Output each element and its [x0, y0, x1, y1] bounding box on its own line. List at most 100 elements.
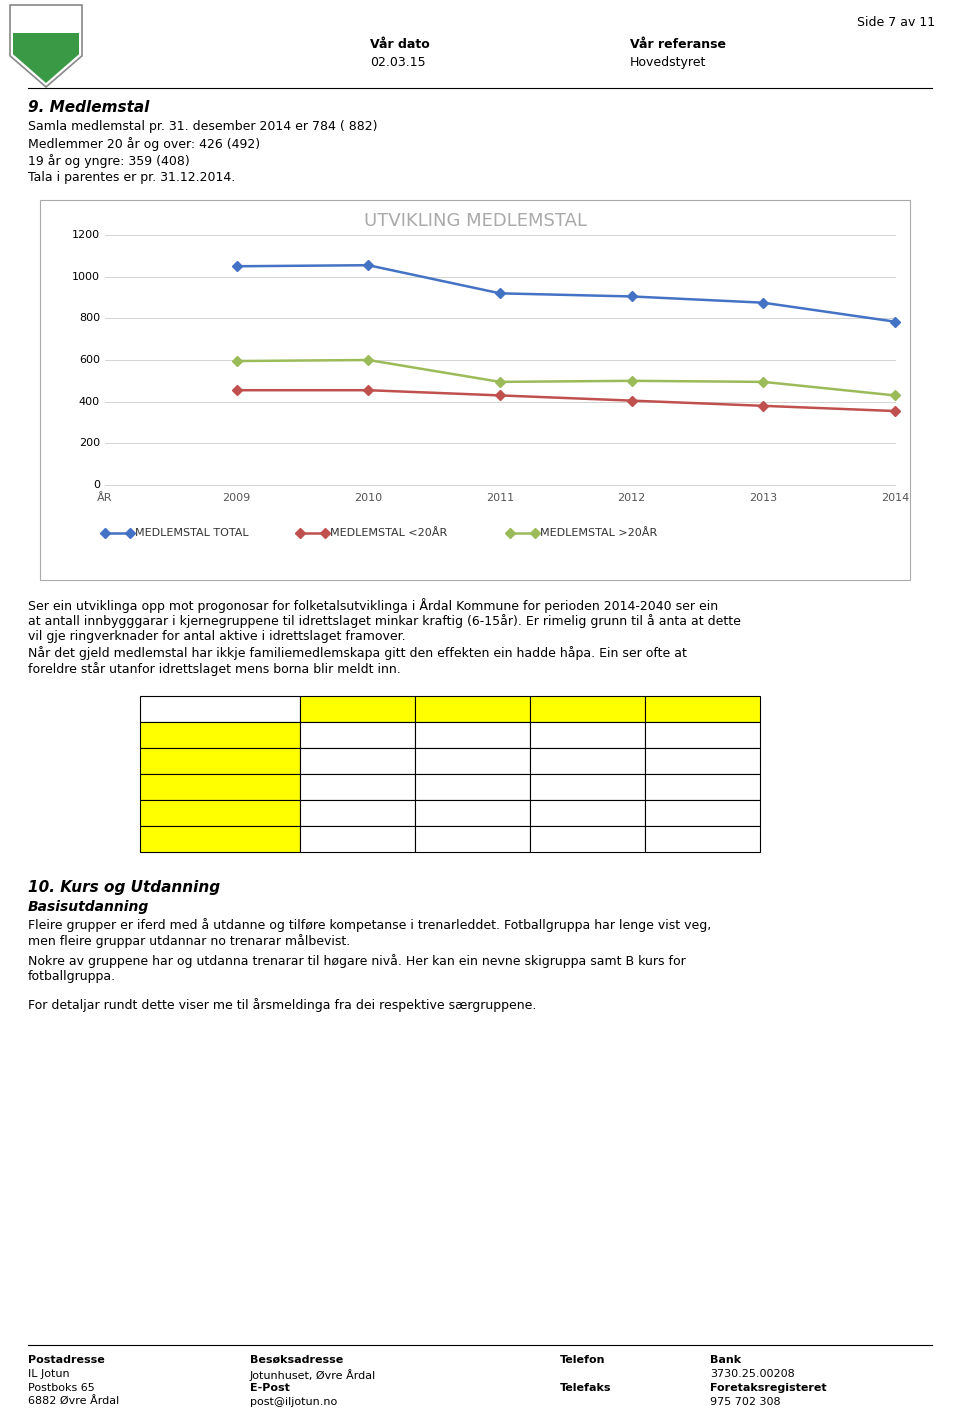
FancyBboxPatch shape — [530, 747, 645, 774]
Text: 2013: 2013 — [749, 493, 778, 503]
FancyBboxPatch shape — [530, 722, 645, 747]
Text: For detaljar rundt dette viser me til årsmeldinga fra dei respektive særgruppene: For detaljar rundt dette viser me til år… — [28, 998, 537, 1012]
Text: 3549: 3549 — [342, 781, 373, 794]
Text: I.L.: I.L. — [41, 10, 51, 16]
Text: 2010: 2010 — [354, 493, 382, 503]
Text: MEDLEMSTAL >20ÅR: MEDLEMSTAL >20ÅR — [540, 527, 658, 539]
Text: vil gje ringverknader for antal aktive i idrettslaget framover.: vil gje ringverknader for antal aktive i… — [28, 630, 406, 643]
Text: E-Post: E-Post — [250, 1383, 290, 1393]
Text: Medlemmer 20 år og over: 426 (492): Medlemmer 20 år og over: 426 (492) — [28, 137, 260, 151]
Text: 02.03.15: 02.03.15 — [370, 56, 425, 69]
Text: 424: 424 — [690, 754, 714, 767]
Text: 458: 458 — [576, 754, 599, 767]
Text: 19 år og yngre: 359 (408): 19 år og yngre: 359 (408) — [28, 154, 190, 168]
Text: 579: 579 — [346, 754, 370, 767]
FancyBboxPatch shape — [300, 799, 415, 826]
Text: 1200: 1200 — [72, 230, 100, 240]
FancyBboxPatch shape — [40, 200, 910, 580]
FancyBboxPatch shape — [300, 747, 415, 774]
Text: 0: 0 — [93, 479, 100, 491]
Text: foreldre står utanfor idrettslaget mens borna blir meldt inn.: foreldre står utanfor idrettslaget mens … — [28, 663, 400, 675]
Polygon shape — [13, 8, 79, 83]
Text: post@iljotun.no: post@iljotun.no — [250, 1397, 337, 1407]
Text: 531: 531 — [461, 754, 485, 767]
FancyBboxPatch shape — [645, 722, 760, 747]
Text: 67 ÅR ELLER ELDRE: 67 ÅR ELLER ELDRE — [146, 807, 276, 819]
Text: Telefaks: Telefaks — [560, 1383, 612, 1393]
Text: JOTUN: JOTUN — [26, 17, 65, 27]
Text: 1535: 1535 — [686, 807, 718, 819]
Text: Postboks 65: Postboks 65 — [28, 1383, 95, 1393]
FancyBboxPatch shape — [645, 826, 760, 852]
FancyBboxPatch shape — [645, 747, 760, 774]
Text: UTVIKLING MEDLEMSTAL: UTVIKLING MEDLEMSTAL — [364, 212, 587, 230]
FancyBboxPatch shape — [415, 799, 530, 826]
FancyBboxPatch shape — [530, 799, 645, 826]
Text: men fleire gruppar utdannar no trenarar målbevist.: men fleire gruppar utdannar no trenarar … — [28, 933, 350, 948]
Text: ÅR 2014: ÅR 2014 — [328, 702, 387, 715]
Text: 1000: 1000 — [72, 272, 100, 282]
FancyBboxPatch shape — [140, 722, 300, 747]
Text: Når det gjeld medlemstal har ikkje familiemedlemskapa gitt den effekten ein hadd: Når det gjeld medlemstal har ikkje famil… — [28, 646, 686, 660]
Text: Postadresse: Postadresse — [28, 1355, 105, 1365]
Text: Fleire grupper er iferd med å utdanne og tilføre kompetanse i trenarleddet. Fotb: Fleire grupper er iferd med å utdanne og… — [28, 918, 711, 932]
Text: 1048: 1048 — [342, 807, 373, 819]
Text: 600: 600 — [79, 355, 100, 365]
FancyBboxPatch shape — [140, 747, 300, 774]
Text: 5071: 5071 — [571, 832, 604, 846]
Text: Ser ein utviklinga opp mot progonosar for folketalsutviklinga i Årdal Kommune fo: Ser ein utviklinga opp mot progonosar fo… — [28, 598, 718, 613]
Text: MEDLEMSTAL <20ÅR: MEDLEMSTAL <20ÅR — [330, 527, 447, 539]
Text: 5352: 5352 — [457, 832, 489, 846]
Text: Telefon: Telefon — [560, 1355, 606, 1365]
Text: Basisutdanning: Basisutdanning — [28, 900, 149, 914]
FancyBboxPatch shape — [415, 747, 530, 774]
Text: 1312: 1312 — [572, 807, 603, 819]
Text: 10. Kurs og Utdanning: 10. Kurs og Utdanning — [28, 880, 220, 895]
FancyBboxPatch shape — [530, 697, 645, 722]
FancyBboxPatch shape — [140, 826, 300, 852]
FancyBboxPatch shape — [415, 826, 530, 852]
FancyBboxPatch shape — [645, 799, 760, 826]
Text: 2009: 2009 — [223, 493, 251, 503]
Text: Jotunhuset, Øvre Årdal: Jotunhuset, Øvre Årdal — [250, 1369, 376, 1380]
Text: 400: 400 — [79, 396, 100, 406]
Text: Hovedstyret: Hovedstyret — [630, 56, 707, 69]
Text: 2011: 2011 — [486, 493, 514, 503]
Text: TOTALT FOLKETAL: TOTALT FOLKETAL — [146, 832, 265, 846]
Text: 16-66 ÅR: 16-66 ÅR — [146, 781, 206, 794]
Text: Besøksadresse: Besøksadresse — [250, 1355, 344, 1365]
Text: 2687: 2687 — [686, 781, 718, 794]
Text: Vår referanse: Vår referanse — [630, 38, 726, 51]
Text: Samla medlemstal pr. 31. desember 2014 er 784 ( 882): Samla medlemstal pr. 31. desember 2014 e… — [28, 120, 377, 133]
Text: ÅR: ÅR — [97, 493, 112, 503]
FancyBboxPatch shape — [645, 774, 760, 799]
Text: 3047: 3047 — [571, 781, 604, 794]
Text: ÅR 2020: ÅR 2020 — [444, 702, 502, 715]
FancyBboxPatch shape — [300, 722, 415, 747]
FancyBboxPatch shape — [300, 697, 415, 722]
Text: MEDLEMSTAL TOTAL: MEDLEMSTAL TOTAL — [135, 527, 249, 539]
Polygon shape — [13, 32, 79, 83]
Text: Bank: Bank — [710, 1355, 741, 1365]
FancyBboxPatch shape — [530, 774, 645, 799]
Text: fotballgruppa.: fotballgruppa. — [28, 970, 116, 983]
Text: 243: 243 — [690, 729, 714, 742]
Text: 3417: 3417 — [457, 781, 489, 794]
FancyBboxPatch shape — [300, 774, 415, 799]
FancyBboxPatch shape — [140, 697, 300, 722]
Text: 975 702 308: 975 702 308 — [710, 1397, 780, 1407]
Text: 5496: 5496 — [342, 832, 373, 846]
Text: Nokre av gruppene har og utdanna trenarar til høgare nivå. Her kan ein nevne ski: Nokre av gruppene har og utdanna trenara… — [28, 955, 685, 969]
Text: ÅR 2040: ÅR 2040 — [673, 702, 732, 715]
Text: 3730.25.00208: 3730.25.00208 — [710, 1369, 795, 1379]
Text: Tala i parentes er pr. 31.12.2014.: Tala i parentes er pr. 31.12.2014. — [28, 171, 235, 183]
Text: at antall innbygggarar i kjernegruppene til idrettslaget minkar kraftig (6-15år): at antall innbygggarar i kjernegruppene … — [28, 613, 741, 627]
FancyBboxPatch shape — [415, 697, 530, 722]
Text: 1126: 1126 — [457, 807, 489, 819]
Text: 6882 Øvre Årdal: 6882 Øvre Årdal — [28, 1397, 119, 1407]
FancyBboxPatch shape — [140, 799, 300, 826]
FancyBboxPatch shape — [415, 774, 530, 799]
Text: 800: 800 — [79, 313, 100, 323]
Text: 200: 200 — [79, 439, 100, 448]
Text: ÅR 2030: ÅR 2030 — [558, 702, 617, 715]
